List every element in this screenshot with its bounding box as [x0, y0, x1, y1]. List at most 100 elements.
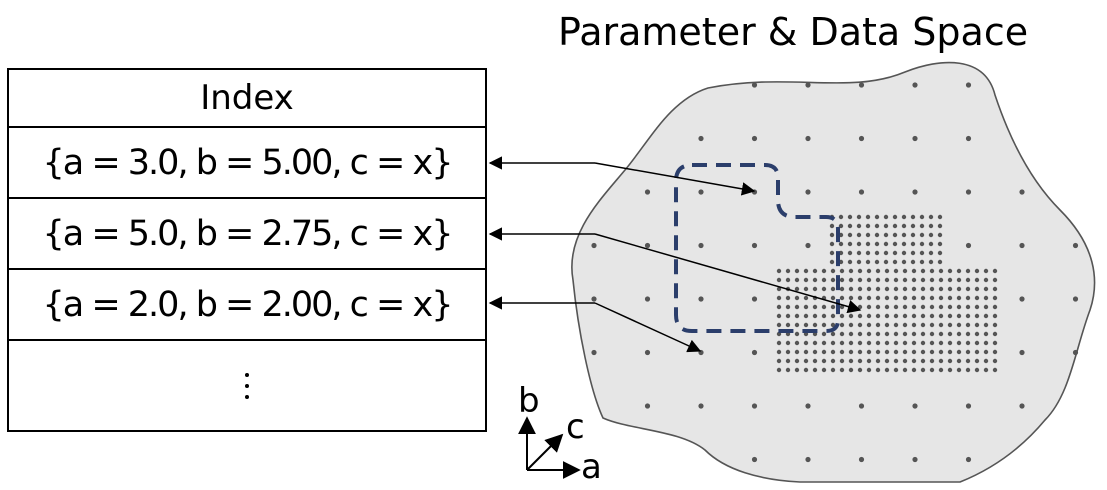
grid-dot	[875, 304, 881, 310]
grid-dot	[856, 241, 862, 247]
grid-dot	[938, 277, 944, 283]
grid-dot	[875, 331, 881, 337]
index-table: Index {a = 3.0, b = 5.00, c = x} {a = 5.…	[7, 68, 487, 432]
grid-dot	[937, 259, 943, 265]
grid-dot	[992, 304, 998, 310]
grid-dot	[805, 135, 811, 142]
grid-dot	[947, 313, 953, 319]
grid-dot	[892, 241, 898, 247]
index-entry: {a = 5.0, b = 2.75, c = x}	[9, 199, 485, 270]
grid-dot	[857, 286, 863, 292]
grid-dot	[1019, 189, 1025, 195]
grid-dot	[847, 223, 853, 229]
grid-dot	[829, 232, 835, 238]
grid-dot	[929, 322, 935, 328]
grid-dot	[901, 259, 907, 265]
grid-dot	[805, 82, 811, 88]
grid-dot	[805, 189, 811, 195]
grid-dot	[856, 250, 862, 256]
grid-dot	[874, 250, 880, 256]
grid-dot	[812, 304, 818, 310]
grid-dot	[776, 358, 782, 364]
grid-dot	[947, 340, 953, 346]
grid-dot	[821, 277, 827, 283]
grid-dot	[956, 358, 962, 364]
grid-dot	[902, 322, 908, 328]
grid-dot	[947, 295, 953, 301]
grid-dot	[803, 286, 809, 292]
grid-dot	[974, 286, 980, 292]
grid-dot	[920, 322, 926, 328]
grid-dot	[956, 304, 962, 310]
grid-dot	[938, 331, 944, 337]
grid-dot	[965, 322, 971, 328]
grid-dot	[848, 331, 854, 337]
grid-dot	[847, 259, 853, 265]
grid-dot	[919, 241, 925, 247]
grid-dot	[830, 268, 836, 274]
grid-dot	[911, 277, 917, 283]
grid-dot	[698, 296, 704, 302]
grid-dot	[794, 349, 800, 355]
grid-dot	[839, 340, 845, 346]
grid-dot	[902, 295, 908, 301]
grid-dot	[875, 367, 881, 373]
grid-dot	[829, 241, 835, 247]
grid-dot	[866, 304, 872, 310]
grid-dot	[776, 286, 782, 292]
index-header: Index	[9, 70, 485, 128]
grid-dot	[830, 277, 836, 283]
grid-dot	[805, 403, 811, 409]
grid-dot	[821, 331, 827, 337]
grid-dot	[866, 349, 872, 355]
grid-dot	[848, 268, 854, 274]
grid-dot	[839, 349, 845, 355]
grid-dot	[776, 313, 782, 319]
grid-dot	[884, 268, 890, 274]
grid-dot	[803, 277, 809, 283]
grid-dot	[857, 340, 863, 346]
grid-dot	[794, 277, 800, 283]
grid-dot	[992, 367, 998, 373]
grid-dot	[928, 259, 934, 265]
grid-dot	[776, 277, 782, 283]
grid-dot	[983, 322, 989, 328]
grid-dot	[883, 259, 889, 265]
grid-dot	[866, 367, 872, 373]
grid-dot	[857, 367, 863, 373]
grid-dot	[902, 304, 908, 310]
grid-dot	[938, 295, 944, 301]
grid-dot	[884, 286, 890, 292]
grid-dot	[893, 286, 899, 292]
grid-dot	[857, 322, 863, 328]
grid-dot	[858, 189, 865, 195]
grid-dot	[956, 340, 962, 346]
grid-dot	[947, 358, 953, 364]
grid-dot	[839, 367, 845, 373]
grid-dot	[983, 277, 989, 283]
grid-dot	[830, 367, 836, 373]
grid-dot	[965, 189, 972, 195]
grid-dot	[776, 340, 782, 346]
grid-dot	[956, 367, 962, 373]
grid-dot	[911, 322, 917, 328]
grid-dot	[794, 331, 800, 337]
grid-dot	[875, 268, 881, 274]
grid-dot	[938, 349, 944, 355]
grid-dot	[884, 349, 890, 355]
grid-dot	[919, 214, 925, 220]
grid-dot	[1019, 403, 1025, 409]
grid-dot	[983, 367, 989, 373]
grid-dot	[920, 295, 926, 301]
grid-dot	[857, 277, 863, 283]
grid-dot	[974, 349, 980, 355]
grid-dot	[911, 268, 917, 274]
grid-dot	[848, 367, 854, 373]
grid-dot	[751, 296, 758, 302]
grid-dot	[698, 135, 704, 142]
grid-dot	[929, 313, 935, 319]
grid-dot	[812, 367, 818, 373]
grid-dot	[920, 358, 926, 364]
grid-dot	[911, 358, 917, 364]
grid-dot	[805, 456, 811, 463]
